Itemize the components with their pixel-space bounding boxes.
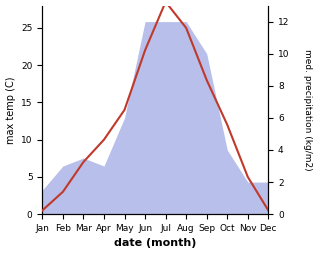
Y-axis label: max temp (C): max temp (C) (5, 76, 16, 144)
X-axis label: date (month): date (month) (114, 239, 197, 248)
Y-axis label: med. precipitation (kg/m2): med. precipitation (kg/m2) (303, 49, 313, 171)
